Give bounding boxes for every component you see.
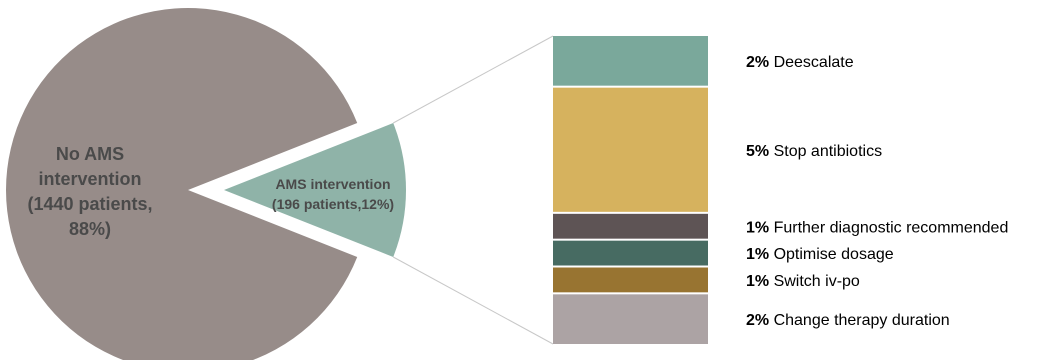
bar-segment-change-therapy-duration xyxy=(553,294,708,344)
bar-legend: 2% Deescalate 5% Stop antibiotics 1% Furth… xyxy=(746,54,1008,329)
bar-segment-further-diagnostic-recommended xyxy=(553,213,708,239)
pie-label-ams: AMS intervention (196 patients,12%) xyxy=(272,176,394,212)
pie-slice-ams xyxy=(224,123,406,257)
pie-label-no-ams: No AMS intervention (1440 patients, 88%) xyxy=(27,144,152,239)
pie xyxy=(5,8,406,360)
pie-labels: No AMS intervention (1440 patients, 88%) AMS… xyxy=(27,144,394,239)
legend-label: 2% Change therapy duration xyxy=(746,312,950,329)
bar-segment-optimise-dosage xyxy=(553,240,708,266)
legend-label: 1% Optimise dosage xyxy=(746,246,894,263)
legend-label: 1% Switch iv-po xyxy=(746,273,860,290)
pie-slice-no-ams xyxy=(5,8,358,360)
bar-segment-stop-antibiotics xyxy=(553,87,708,212)
bar-segment-switch-iv-po xyxy=(553,267,708,293)
legend-label: 1% Further diagnostic recommended xyxy=(746,219,1008,236)
legend-label: 5% Stop antibiotics xyxy=(746,143,882,160)
connector-line-bottom xyxy=(392,256,554,345)
connector-line-top xyxy=(392,35,554,124)
connector-lines xyxy=(392,35,554,345)
stacked-bar xyxy=(553,36,708,344)
bar-segment-deescalate xyxy=(553,36,708,86)
legend-label: 2% Deescalate xyxy=(746,54,854,71)
